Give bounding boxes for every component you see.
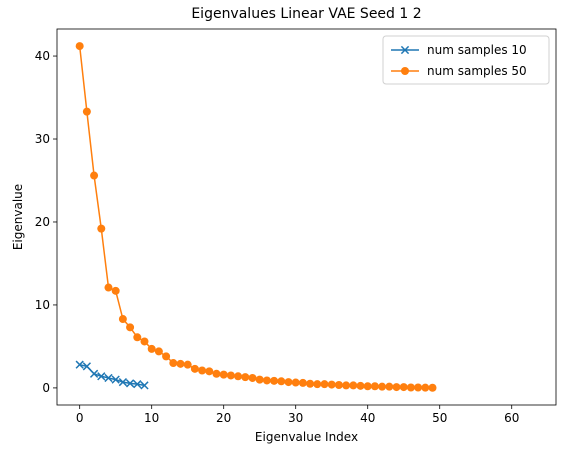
data-point (414, 383, 423, 392)
chart-title: Eigenvalues Linear VAE Seed 1 2 (191, 6, 421, 22)
data-point (169, 359, 178, 368)
data-point (176, 359, 185, 368)
data-point (104, 283, 113, 292)
data-point (392, 383, 401, 392)
data-point (125, 379, 135, 388)
data-point (140, 381, 149, 390)
data-point (349, 381, 358, 390)
plot-area (56, 28, 557, 406)
data-point (291, 378, 300, 387)
data-point (212, 369, 221, 378)
data-point (262, 376, 271, 385)
data-point (97, 224, 106, 233)
data-point (399, 383, 408, 392)
data-point (147, 344, 156, 353)
x-tick-label: 0 (76, 411, 84, 425)
legend-entry: num samples 50 (391, 64, 527, 78)
data-point (284, 378, 293, 387)
y-tick-label: 20 (35, 215, 50, 229)
legend-label: num samples 50 (427, 64, 527, 78)
legend: num samples 10 num samples 50 (382, 35, 550, 85)
y-axis: 0 10 20 30 40 (35, 49, 57, 395)
series-1 (75, 360, 149, 390)
data-point (226, 371, 235, 380)
data-point (97, 372, 106, 381)
y-tick-label: 40 (35, 49, 50, 63)
data-point (89, 369, 99, 378)
data-point (277, 377, 286, 386)
data-point (306, 379, 315, 388)
x-tick-label: 10 (144, 411, 159, 425)
data-point (378, 382, 387, 391)
legend-marker (401, 67, 409, 75)
x-tick-label: 50 (432, 411, 447, 425)
data-point (241, 373, 250, 382)
series-2 (75, 42, 437, 392)
data-point (82, 362, 92, 371)
data-point (90, 171, 99, 180)
legend-entry: num samples 10 (391, 43, 527, 57)
x-tick-label: 20 (216, 411, 231, 425)
data-point (133, 380, 142, 389)
data-point (428, 383, 437, 392)
data-point (154, 347, 163, 356)
data-point (385, 382, 394, 391)
y-tick-label: 30 (35, 132, 50, 146)
x-tick-label: 40 (360, 411, 375, 425)
data-point (111, 286, 120, 295)
y-tick-label: 10 (35, 298, 50, 312)
data-point (320, 380, 329, 389)
data-point (406, 383, 415, 392)
data-point (298, 378, 307, 387)
data-point (75, 360, 84, 369)
data-point (104, 373, 113, 383)
x-axis: 0 10 20 30 40 50 60 (76, 405, 519, 425)
data-point (190, 364, 199, 373)
series-line (79, 363, 145, 387)
series-line (78, 46, 433, 389)
data-point (342, 381, 351, 390)
legend-label: num samples 10 (427, 43, 527, 57)
data-point (118, 315, 127, 324)
x-tick-label: 30 (288, 411, 303, 425)
data-point (234, 372, 243, 381)
legend-marker (400, 45, 410, 55)
data-point (162, 352, 171, 361)
data-point (219, 370, 228, 379)
legend-box (382, 35, 550, 85)
data-point (205, 367, 214, 376)
data-point (140, 337, 149, 346)
x-tick-label: 60 (504, 411, 519, 425)
data-point (111, 375, 120, 384)
data-point (255, 375, 264, 384)
data-point (334, 381, 343, 390)
data-point (133, 333, 142, 342)
data-point (270, 376, 279, 385)
data-point (327, 380, 336, 389)
data-point (198, 366, 207, 375)
data-point (248, 373, 257, 382)
y-tick-label: 0 (42, 381, 50, 395)
data-point (183, 360, 192, 369)
data-point (118, 377, 128, 387)
data-point (75, 42, 84, 51)
data-point (370, 382, 379, 391)
y-axis-label: Eigenvalue (11, 184, 25, 250)
data-point (313, 380, 322, 389)
data-point (363, 382, 372, 391)
data-point (126, 323, 135, 332)
x-axis-label: Eigenvalue Index (255, 430, 358, 444)
data-point (421, 383, 430, 392)
data-point (82, 107, 91, 116)
data-point (356, 381, 365, 390)
plot-frame (56, 28, 557, 406)
